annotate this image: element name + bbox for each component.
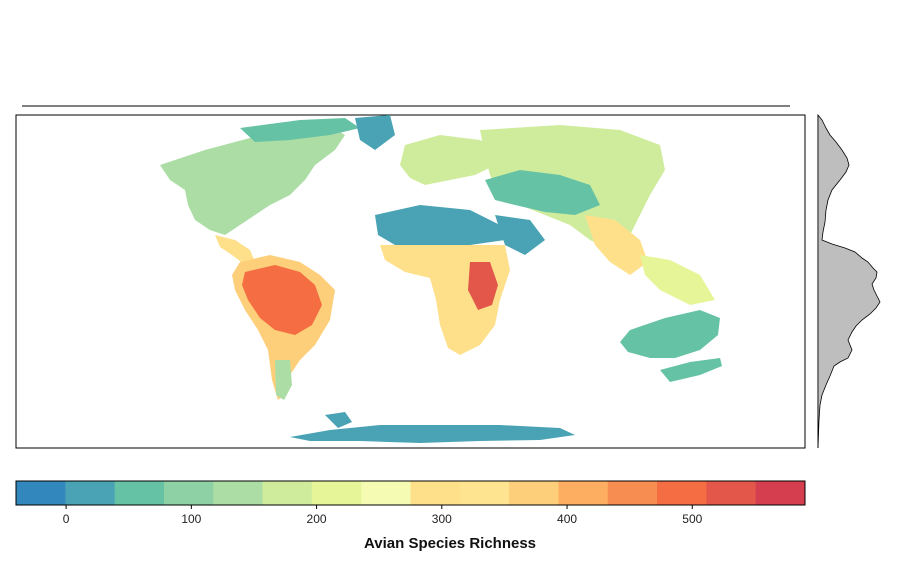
colorbar-bin [163,481,214,505]
north-america-north [240,118,360,142]
patagonia [275,360,292,400]
colorbar-tick-label: 500 [682,512,702,526]
central-asia [485,170,600,215]
colorbar-bin [459,481,510,505]
map-panel [15,114,806,449]
colorbar [15,480,806,506]
colorbar-bin [311,481,362,505]
colorbar-tick-label: 400 [557,512,577,526]
colorbar-bin [410,481,461,505]
north-america [160,126,345,235]
amazon-hotspot [242,265,322,335]
europe [400,135,500,185]
colorbar-bin [509,481,559,505]
colorbar-bin [65,481,116,505]
latitude-profile-panel [817,113,881,449]
colorbar-bin [16,481,66,505]
greenland [355,115,395,150]
east-africa-hotspot [468,262,498,310]
arabia [495,215,545,255]
colorbar-bin [558,481,609,505]
colorbar-title: Avian Species Richness [364,535,536,552]
colorbar-frame [15,480,806,506]
south-asia [585,215,648,275]
colorbar-ticks: 0 100 200 300 400 500 [63,505,703,526]
land-masses [160,115,722,443]
colorbar-bin [213,481,264,505]
colorbar-bin [607,481,658,505]
colorbar-tick-label: 300 [432,512,452,526]
latitude-profile-density [817,113,881,449]
colorbar-bin [361,481,411,505]
australia [620,310,720,358]
colorbar-tick-label: 0 [63,512,70,526]
colorbar-bin [262,481,313,505]
colorbar-bin [114,481,165,505]
colorbar-tick-label: 100 [181,512,201,526]
antarctica [290,425,575,443]
antarctica-west [325,412,352,428]
colorbar-bin [755,481,806,505]
central-america [215,235,255,265]
sahara [375,205,505,245]
colorbar-bin [706,481,757,505]
colorbar-tick-label: 200 [307,512,327,526]
southeast-asia [640,255,715,305]
colorbar-bin [657,481,707,505]
new-zealand [660,358,722,382]
